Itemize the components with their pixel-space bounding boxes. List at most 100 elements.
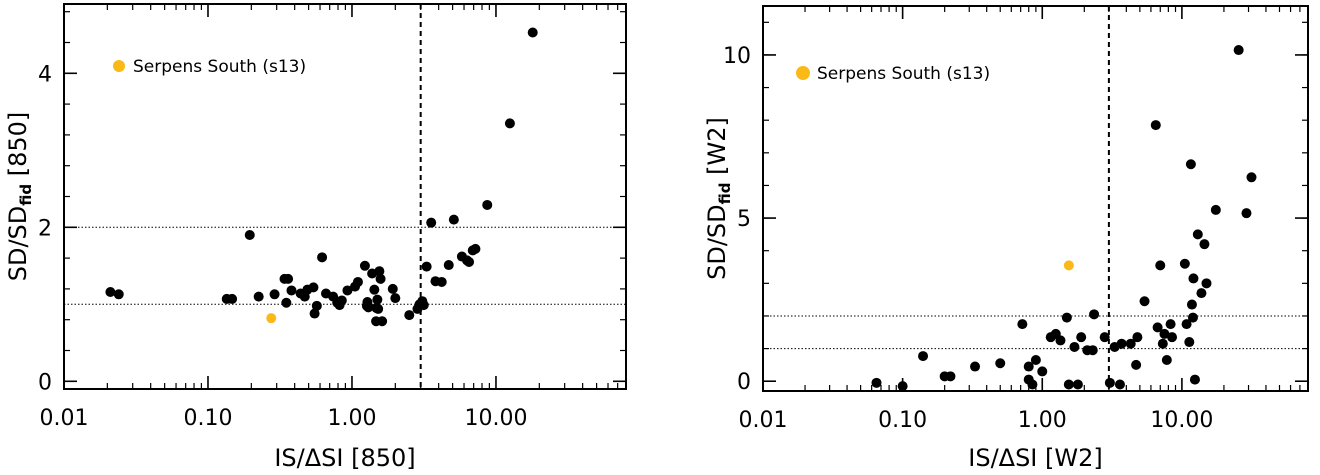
- data-point: [311, 300, 322, 311]
- y-label-tail: [850]: [4, 112, 32, 184]
- data-point: [371, 303, 382, 314]
- data-point: [269, 289, 280, 300]
- data-point: [113, 289, 124, 300]
- data-point: [1152, 322, 1163, 333]
- data-point: [1192, 229, 1203, 240]
- data-point: [464, 256, 475, 267]
- y-label-main: SD/SD: [703, 204, 731, 280]
- highlight-point: [266, 313, 277, 324]
- y-tick-label: 5: [737, 207, 751, 232]
- y-label-subscript: fid: [17, 184, 35, 206]
- data-point: [443, 260, 454, 271]
- data-point: [372, 294, 383, 305]
- data-point: [369, 284, 380, 295]
- legend-marker: [796, 66, 810, 80]
- data-point: [359, 260, 370, 271]
- data-point: [1184, 337, 1195, 348]
- data-point: [317, 252, 328, 263]
- data-point: [1076, 332, 1087, 343]
- data-point: [105, 286, 116, 297]
- data-point: [1087, 345, 1098, 356]
- data-point: [421, 261, 432, 272]
- data-point: [1233, 45, 1244, 56]
- y-label-main: SD/SD: [4, 206, 32, 282]
- data-point: [363, 302, 374, 313]
- y-tick-label: 4: [38, 62, 52, 87]
- data-point: [426, 217, 437, 228]
- x-axis-label: IS/ΔSI [850]: [274, 444, 415, 472]
- data-point: [1165, 319, 1176, 330]
- x-tick-label: 10.00: [464, 406, 527, 431]
- data-point: [1210, 204, 1221, 215]
- y-axis-label: SD/SDfid [W2]: [703, 117, 734, 280]
- data-point: [871, 377, 882, 388]
- plot-frame: [63, 3, 627, 390]
- data-point: [1185, 159, 1196, 170]
- plot-frame: [762, 5, 1309, 392]
- data-point: [1187, 312, 1198, 323]
- data-point: [1157, 338, 1168, 349]
- highlight-point: [1063, 260, 1074, 271]
- data-point: [418, 300, 429, 311]
- x-tick-label: 1.00: [1018, 408, 1067, 433]
- legend-marker: [113, 60, 125, 72]
- data-point: [1199, 239, 1210, 250]
- data-point: [1161, 355, 1172, 366]
- data-point: [1246, 172, 1257, 183]
- data-point: [1139, 296, 1150, 307]
- data-point: [374, 266, 385, 277]
- x-tick-label: 0.01: [739, 408, 788, 433]
- data-point: [504, 118, 515, 129]
- data-point: [309, 308, 320, 319]
- data-point: [1061, 312, 1072, 323]
- data-point: [1116, 338, 1127, 349]
- x-tick-label: 1.00: [327, 406, 376, 431]
- x-tick-label: 10.00: [1150, 408, 1213, 433]
- data-point: [436, 276, 447, 287]
- y-axis-label: SD/SDfid [850]: [4, 112, 35, 282]
- data-point: [227, 293, 238, 304]
- y-tick-label: 0: [737, 370, 751, 395]
- data-point: [1188, 273, 1199, 284]
- data-point: [1155, 260, 1166, 271]
- data-point: [1150, 120, 1161, 131]
- right-scatter-panel: 0.01 0.10 1.00 10.00 0 5 10 Serpens South (s13)…: [703, 5, 1309, 472]
- data-point: [404, 310, 415, 321]
- data-point: [352, 276, 363, 287]
- legend-label: Serpens South (s13): [817, 64, 990, 84]
- x-axis-label: IS/ΔSI [W2]: [968, 444, 1102, 472]
- data-point: [1167, 332, 1178, 343]
- data-point: [308, 282, 319, 293]
- data-point: [1159, 328, 1170, 339]
- y-label-subscript: fid: [716, 182, 734, 204]
- data-point: [281, 297, 292, 308]
- data-point: [1023, 361, 1034, 372]
- x-tick-label: 0.10: [878, 408, 927, 433]
- data-point: [1099, 332, 1110, 343]
- data-point: [1055, 335, 1066, 346]
- data-point: [375, 273, 386, 284]
- data-point: [1017, 319, 1028, 330]
- data-point: [527, 27, 538, 38]
- data-point: [1114, 379, 1125, 390]
- data-point: [286, 285, 297, 296]
- data-point: [377, 316, 388, 327]
- legend-label: Serpens South (s13): [133, 57, 306, 77]
- y-tick-label: 10: [723, 44, 751, 69]
- data-point: [995, 358, 1006, 369]
- data-point: [336, 295, 347, 306]
- data-point: [1027, 379, 1038, 390]
- y-tick-label: 2: [38, 216, 52, 241]
- data-point: [387, 283, 398, 294]
- data-point: [253, 291, 264, 302]
- data-point: [1201, 278, 1212, 289]
- y-tick-label: 0: [38, 370, 52, 395]
- data-point: [244, 230, 255, 240]
- data-point: [1104, 377, 1115, 388]
- data-point: [945, 371, 956, 382]
- data-point: [1030, 355, 1041, 366]
- data-point: [470, 243, 481, 254]
- data-point: [1132, 332, 1143, 343]
- data-point: [1181, 319, 1192, 330]
